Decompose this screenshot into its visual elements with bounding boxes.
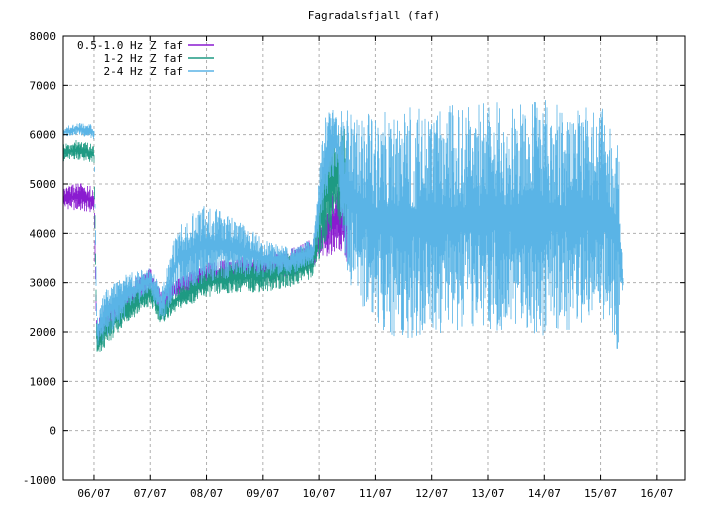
axes: -1000 0 1000 2000 3000 4000 5000 6000 7000 8000 06… xyxy=(23,30,685,500)
legend-label: 0.5-1.0 Hz Z faf xyxy=(77,39,183,52)
x-tick-label: 08/07 xyxy=(190,487,223,500)
y-tick-label: 6000 xyxy=(30,129,57,142)
y-tick-label: 0 xyxy=(49,425,56,438)
legend-label: 2-4 Hz Z faf xyxy=(104,65,183,78)
x-tick-label: 09/07 xyxy=(246,487,279,500)
legend-label: 1-2 Hz Z faf xyxy=(104,52,183,65)
x-tick-label: 11/07 xyxy=(359,487,392,500)
y-tick-label: 5000 xyxy=(30,178,57,191)
x-tick-label: 16/07 xyxy=(640,487,673,500)
series-group xyxy=(62,100,624,352)
y-tick-label: 7000 xyxy=(30,79,57,92)
chart-title: Fagradalsfjall (faf) xyxy=(308,9,440,22)
y-tick-label: 3000 xyxy=(30,277,57,290)
y-tick-label: 8000 xyxy=(30,30,57,43)
y-tick-label: 4000 xyxy=(30,227,57,240)
x-tick-label: 07/07 xyxy=(134,487,167,500)
x-tick-label: 06/07 xyxy=(77,487,110,500)
x-tick-label: 14/07 xyxy=(528,487,561,500)
series-trace xyxy=(62,100,624,349)
y-tick-label: 1000 xyxy=(30,375,57,388)
y-tick-label: 2000 xyxy=(30,326,57,339)
x-tick-label: 13/07 xyxy=(471,487,504,500)
x-tick-label: 10/07 xyxy=(303,487,336,500)
y-tick-label: -1000 xyxy=(23,474,56,487)
x-tick-label: 15/07 xyxy=(584,487,617,500)
x-tick-label: 12/07 xyxy=(415,487,448,500)
plot-frame xyxy=(62,35,686,481)
